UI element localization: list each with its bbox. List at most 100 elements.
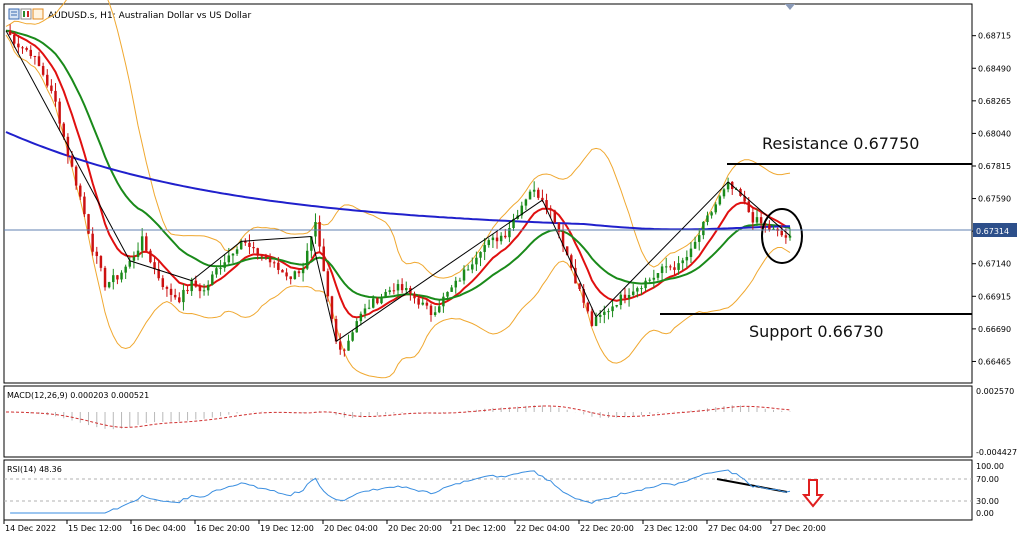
candle-body <box>421 302 424 305</box>
candle-body <box>788 235 792 238</box>
price-tick-label: 0.66690 <box>978 325 1011 334</box>
candle-body <box>660 266 664 274</box>
candle-body <box>372 298 375 308</box>
zigzag-segment <box>335 199 543 342</box>
candle-body <box>487 240 491 246</box>
candle-body <box>755 217 759 223</box>
price-pane[interactable] <box>3 3 973 384</box>
candle-body <box>161 278 165 288</box>
candle-body <box>285 272 288 277</box>
candle-body <box>603 311 606 315</box>
candle-body <box>759 217 763 224</box>
symbol-flag-icon[interactable] <box>32 8 44 20</box>
zigzag-segment <box>310 236 337 342</box>
candle-body <box>615 305 618 307</box>
candle-body <box>297 271 301 274</box>
candle-body <box>574 267 577 284</box>
candle-body <box>256 248 259 256</box>
candle-body <box>165 287 169 289</box>
candle-body <box>248 242 251 248</box>
levels: Resistance 0.67750 Support 0.66730 <box>660 134 972 341</box>
candle-body <box>471 264 474 270</box>
candle-body <box>528 191 532 200</box>
candle-body <box>400 284 404 291</box>
macd-signal-line <box>6 405 791 428</box>
candle-body <box>524 199 528 206</box>
candle-body <box>145 236 148 251</box>
candle-body <box>780 230 783 236</box>
candle-body <box>706 215 709 223</box>
candle-body <box>252 247 255 249</box>
candle-body <box>714 204 717 213</box>
candle-body <box>664 266 668 268</box>
candle-body <box>190 280 193 292</box>
candle-body <box>277 262 280 270</box>
candle-body <box>611 306 614 312</box>
candle-body <box>450 287 453 292</box>
candle-body <box>697 235 701 242</box>
candle-body <box>194 280 198 287</box>
candle-body <box>557 222 561 232</box>
candle-body <box>281 269 284 273</box>
candle-body <box>772 228 775 230</box>
bollinger-bands <box>5 0 791 379</box>
candle-body <box>293 271 297 280</box>
candle-body <box>202 290 206 292</box>
candle-body <box>594 316 598 326</box>
zigzag-lines <box>5 30 791 342</box>
candle-body <box>685 256 689 261</box>
candle-body <box>136 250 140 257</box>
bollinger-upper <box>5 0 791 279</box>
candle-body <box>215 268 218 275</box>
pane-collapse-icon[interactable] <box>785 4 795 10</box>
candle-body <box>268 257 272 263</box>
rsi-tick-0: 0.00 <box>976 509 994 518</box>
candle-body <box>491 237 495 241</box>
highlight-ellipse[interactable] <box>761 208 803 264</box>
candle-body <box>495 237 499 242</box>
candle-body <box>182 289 185 303</box>
price-tick-label: 0.67590 <box>978 195 1011 204</box>
current-price-badge <box>973 223 1017 237</box>
candle-body <box>338 341 342 350</box>
candle-body <box>149 250 152 263</box>
time-axis: 14 Dec 2022 15 Dec 12:00 16 Dec 04:00 16 De… <box>3 520 826 533</box>
candle-body <box>289 276 292 280</box>
macd-tick-high: 0.002570 <box>976 387 1014 396</box>
candle-type-icon[interactable] <box>20 8 32 20</box>
candle-body <box>722 189 726 197</box>
candle-body <box>301 268 305 274</box>
candle-body <box>479 251 482 258</box>
candle-body <box>565 246 569 256</box>
candle-body <box>29 49 32 56</box>
zigzag-segment <box>129 260 192 282</box>
candle-body <box>508 227 511 238</box>
macd-indicator: MACD(12,26,9) 0.000203 0.000521 0.002570… <box>6 387 1017 457</box>
candle-body <box>153 262 156 270</box>
candle-body <box>21 47 24 49</box>
chart-window-icon[interactable] <box>8 8 20 20</box>
candle-body <box>17 43 20 48</box>
candle-body <box>644 280 647 289</box>
candle-body <box>673 267 676 270</box>
candle-body <box>747 201 750 213</box>
macd-pane[interactable] <box>3 385 973 458</box>
current-price-label: 0.67314 <box>976 227 1009 236</box>
candle-body <box>652 277 656 280</box>
candle-body <box>438 306 441 313</box>
candle-body <box>570 255 573 268</box>
candle-body <box>310 236 313 251</box>
candle-body <box>619 294 623 306</box>
time-tick-label: 19 Dec 12:00 <box>260 524 314 533</box>
candle-body <box>231 253 235 256</box>
candle-body <box>454 280 458 288</box>
chart-header: AUDUSD.s, H1: Australian Dollar vs US Do… <box>8 4 795 21</box>
candle-body <box>764 223 767 225</box>
candle-body <box>305 250 309 269</box>
candle-body <box>582 289 585 303</box>
rsi-pane[interactable] <box>3 459 973 521</box>
candle-body <box>178 297 181 303</box>
candle-body <box>219 267 222 269</box>
price-tick-label: 0.68490 <box>978 64 1011 73</box>
candle-body <box>272 262 276 264</box>
